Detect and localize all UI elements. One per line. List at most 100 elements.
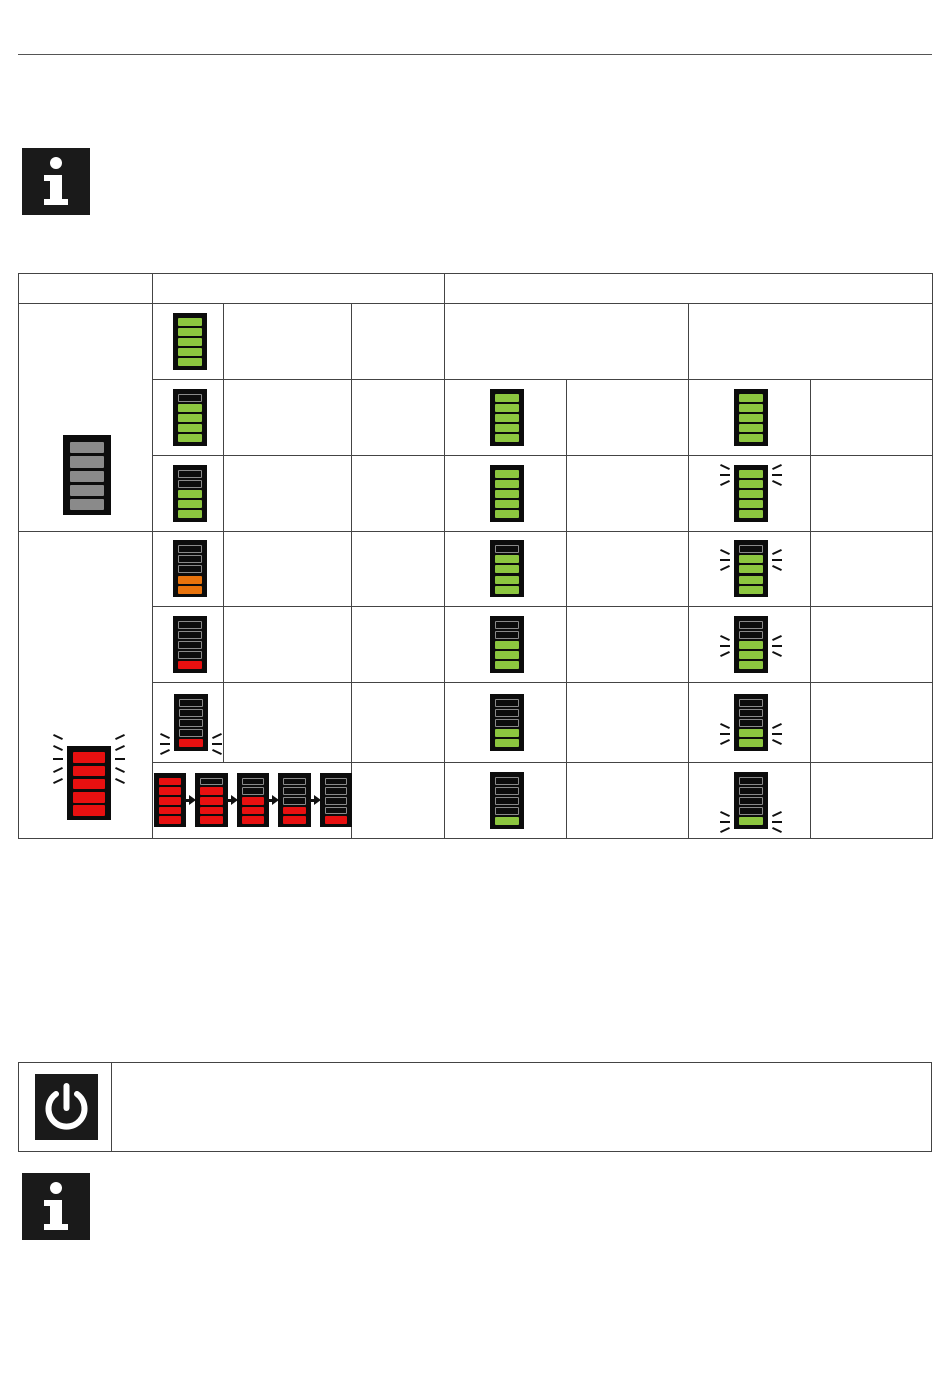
table-cell (351, 682, 445, 763)
table-cell (566, 762, 689, 839)
table-cell (444, 273, 933, 304)
battery-segment-empty (739, 545, 763, 553)
battery-segment-empty (178, 651, 202, 660)
battery-segment-filled (739, 479, 763, 488)
battery-segment-filled (739, 413, 763, 422)
battery-segment-filled (495, 424, 519, 433)
battery-level-icon (490, 693, 524, 751)
flash-indicator-line (772, 473, 782, 476)
battery-segment-empty (178, 620, 202, 629)
flash-indicator-line (212, 743, 222, 746)
battery-status-table (18, 273, 933, 839)
info-icon (22, 1173, 90, 1240)
table-cell (688, 303, 933, 380)
table-cell (810, 606, 933, 683)
battery-segment-filled (495, 739, 519, 748)
battery-segment-empty (179, 708, 203, 717)
battery-segment-filled (739, 424, 763, 433)
flash-indicator-line (772, 644, 782, 647)
battery-segment-filled (495, 479, 519, 488)
table-cell (810, 682, 933, 763)
battery-segment-filled (739, 555, 763, 564)
battery-segment-filled (739, 500, 763, 509)
table-cell (223, 682, 352, 763)
battery-segment-filled (178, 500, 202, 509)
battery-segment-empty (179, 729, 203, 738)
flash-indicator-line (720, 821, 730, 824)
battery-segment-empty (241, 787, 265, 795)
battery-segment-filled (739, 661, 763, 670)
battery-level-icon (734, 771, 768, 829)
battery-level-icon (173, 312, 207, 370)
battery-segment-filled (200, 816, 223, 825)
battery-segment-empty (739, 708, 763, 717)
battery-segment-filled (200, 806, 223, 815)
table-cell (351, 762, 445, 839)
battery-segment-empty (739, 630, 763, 639)
battery-level-icon (173, 540, 207, 597)
table-cell (223, 455, 352, 532)
table-cell (566, 531, 689, 607)
battery-segment-filled (178, 434, 202, 443)
battery-segment-empty (178, 393, 202, 402)
table-cell (566, 455, 689, 532)
battery-segment-filled (158, 797, 182, 805)
battery-segment-filled (495, 555, 519, 564)
battery-segment-empty (283, 777, 306, 786)
header-rule (18, 54, 932, 55)
battery-segment-filled (178, 337, 202, 346)
battery-segment-filled (495, 469, 519, 478)
battery-segment-filled (73, 778, 105, 790)
arrow-right-icon (225, 795, 238, 805)
battery-segment-filled (178, 510, 202, 519)
battery-level-icon (734, 540, 768, 597)
battery-segment-filled (200, 787, 223, 795)
battery-segment-filled (495, 413, 519, 422)
battery-segment-filled (200, 797, 223, 805)
battery-level-icon (490, 771, 524, 829)
flash-indicator-line (720, 644, 730, 647)
battery-segment-filled (324, 816, 348, 825)
battery-segment-empty (178, 640, 202, 649)
arrow-right-icon (308, 795, 321, 805)
table-cell (810, 531, 933, 607)
battery-segment-empty (739, 796, 763, 805)
table-cell (810, 762, 933, 839)
battery-segment-empty (178, 469, 202, 478)
battery-segment-filled (495, 817, 519, 826)
battery-level-icon (734, 464, 768, 522)
table-cell (566, 606, 689, 683)
flash-indicator-line (772, 733, 782, 736)
battery-level-icon (173, 615, 207, 673)
flash-indicator-line (720, 559, 730, 562)
divider (111, 1062, 112, 1152)
battery-segment-filled (158, 806, 182, 815)
battery-level-icon (63, 435, 111, 515)
power-note-box (18, 1062, 932, 1152)
battery-segment-empty (178, 565, 202, 574)
table-cell (152, 273, 445, 304)
battery-level-icon (195, 772, 228, 828)
flash-indicator-line (160, 743, 170, 746)
battery-segment-filled (739, 640, 763, 649)
battery-segment-empty (495, 786, 519, 795)
battery-segment-empty (324, 777, 348, 786)
table-cell (566, 379, 689, 456)
battery-segment-filled (495, 393, 519, 402)
battery-segment-filled (283, 816, 306, 825)
table-cell (351, 606, 445, 683)
battery-segment-filled (70, 484, 104, 497)
battery-segment-filled (739, 434, 763, 443)
battery-segment-filled (241, 797, 265, 805)
table-cell (223, 303, 352, 380)
table-cell (351, 531, 445, 607)
battery-segment-filled (178, 424, 202, 433)
battery-segment-filled (739, 575, 763, 584)
battery-segment-filled (73, 765, 105, 777)
table-cell (444, 303, 689, 380)
battery-segment-filled (178, 327, 202, 336)
battery-segment-filled (178, 661, 202, 670)
battery-level-icon (490, 388, 524, 446)
table-cell (810, 379, 933, 456)
arrow-right-icon (267, 795, 279, 805)
